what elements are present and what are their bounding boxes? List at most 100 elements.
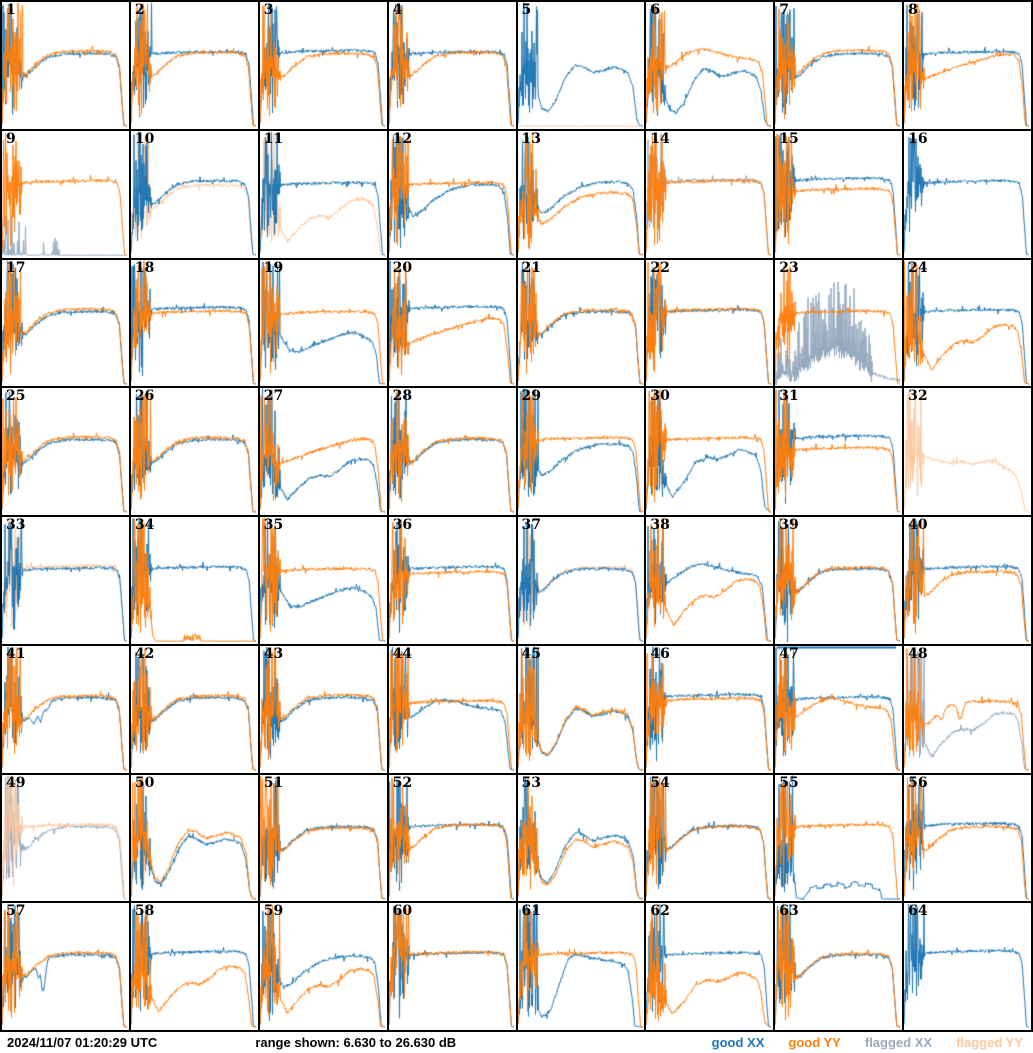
panel-number: 3 xyxy=(263,2,274,18)
spectrum-canvas xyxy=(646,259,772,385)
spectrum-panel: 52 xyxy=(387,773,517,903)
spectrum-panel: 36 xyxy=(387,516,517,645)
spectrum-canvas xyxy=(2,2,127,127)
spectrum-canvas xyxy=(130,2,256,127)
panel-number: 16 xyxy=(908,130,928,147)
legend-flagged-xx: flagged XX xyxy=(864,1035,933,1050)
spectrum-panel: 55 xyxy=(774,773,904,903)
spectrum-panel: 7 xyxy=(774,1,904,130)
spectrum-canvas xyxy=(259,645,385,771)
panel-number: 39 xyxy=(779,517,799,533)
panel-number: 41 xyxy=(6,645,26,662)
spectrum-panel: 3 xyxy=(258,1,388,130)
spectrum-panel: 27 xyxy=(258,387,388,516)
spectrum-panel: 39 xyxy=(774,516,904,645)
panel-number: 60 xyxy=(392,903,413,920)
spectrum-canvas xyxy=(259,2,385,127)
spectrum-panel: 42 xyxy=(129,644,259,774)
spectrum-canvas xyxy=(2,388,127,514)
spectrum-canvas xyxy=(775,903,901,1029)
spectrum-canvas xyxy=(2,903,127,1029)
panel-number: 35 xyxy=(263,517,284,533)
panel-number: 26 xyxy=(134,388,155,405)
spectrum-canvas xyxy=(517,903,643,1029)
spectrum-canvas xyxy=(259,517,385,642)
panel-number: 5 xyxy=(521,2,532,18)
panel-number: 23 xyxy=(779,259,799,276)
panel-number: 40 xyxy=(908,517,928,533)
spectrum-canvas xyxy=(775,645,901,771)
spectrum-panel: 1 xyxy=(1,1,130,130)
spectrum-panel: 43 xyxy=(258,644,388,774)
spectrum-canvas xyxy=(775,2,901,127)
spectrum-canvas xyxy=(259,130,385,256)
spectrum-canvas xyxy=(517,2,643,127)
spectrum-canvas xyxy=(904,2,1030,127)
panel-number: 31 xyxy=(779,388,799,405)
spectrum-canvas xyxy=(646,903,772,1029)
panel-number: 38 xyxy=(650,517,670,533)
spectrum-canvas xyxy=(2,517,127,642)
spectrum-canvas xyxy=(388,903,514,1029)
spectrum-panel: 53 xyxy=(516,773,646,903)
spectrum-panel: 64 xyxy=(903,902,1032,1031)
spectrum-panel: 54 xyxy=(645,773,775,903)
spectrum-canvas xyxy=(130,130,256,256)
panel-number: 44 xyxy=(392,645,413,662)
spectrum-canvas xyxy=(646,2,772,127)
panel-number: 28 xyxy=(392,388,413,405)
panel-number: 11 xyxy=(263,130,284,147)
spectrum-canvas xyxy=(904,774,1030,900)
panel-number: 2 xyxy=(134,2,145,18)
spectrum-panel: 2 xyxy=(129,1,259,130)
panel-number: 20 xyxy=(392,259,413,276)
spectrum-panel: 25 xyxy=(1,387,130,516)
spectrum-canvas xyxy=(2,645,127,771)
range-label: range shown: 6.630 to 26.630 dB xyxy=(255,1035,457,1050)
panel-number: 13 xyxy=(521,130,541,147)
spectrum-canvas xyxy=(646,774,772,900)
panel-number: 15 xyxy=(779,130,799,147)
panel-number: 55 xyxy=(779,774,799,791)
spectrum-panel: 23 xyxy=(774,258,904,388)
spectrum-canvas xyxy=(388,388,514,514)
panel-number: 46 xyxy=(650,645,670,662)
panel-number: 48 xyxy=(908,645,928,662)
spectrum-canvas xyxy=(517,645,643,771)
spectrum-canvas xyxy=(517,388,643,514)
panel-number: 25 xyxy=(6,388,26,405)
panel-number: 7 xyxy=(779,2,789,18)
spectrum-canvas xyxy=(130,388,256,514)
spectrum-panel: 50 xyxy=(129,773,259,903)
spectrum-canvas xyxy=(775,388,901,514)
spectrum-panel: 38 xyxy=(645,516,775,645)
panel-number: 61 xyxy=(521,903,541,920)
panel-number: 33 xyxy=(6,517,26,533)
panel-number: 9 xyxy=(6,130,16,147)
panel-number: 12 xyxy=(392,130,413,147)
spectrum-panel: 8 xyxy=(903,1,1032,130)
spectrum-panel: 18 xyxy=(129,258,259,388)
spectrum-panel: 34 xyxy=(129,516,259,645)
timestamp: 2024/11/07 01:20:29 UTC xyxy=(7,1035,158,1050)
spectrum-panel: 12 xyxy=(387,129,517,259)
panel-number: 14 xyxy=(650,130,670,147)
spectrum-canvas xyxy=(517,259,643,385)
spectrum-canvas xyxy=(904,259,1030,385)
spectrum-canvas xyxy=(646,388,772,514)
spectrum-panel: 30 xyxy=(645,387,775,516)
spectrum-panel: 11 xyxy=(258,129,388,259)
panel-number: 62 xyxy=(650,903,670,920)
spectrum-panel: 40 xyxy=(903,516,1032,645)
spectrum-canvas xyxy=(904,645,1030,771)
spectrum-panel: 22 xyxy=(645,258,775,388)
panel-number: 43 xyxy=(263,645,284,662)
spectrum-canvas xyxy=(388,645,514,771)
spectrum-panel: 16 xyxy=(903,129,1032,259)
spectrum-canvas xyxy=(388,2,514,127)
spectrum-panel: 58 xyxy=(129,902,259,1031)
spectrum-canvas xyxy=(259,388,385,514)
spectrum-canvas xyxy=(775,774,901,900)
spectrum-panel: 63 xyxy=(774,902,904,1031)
spectrum-panel: 46 xyxy=(645,644,775,774)
